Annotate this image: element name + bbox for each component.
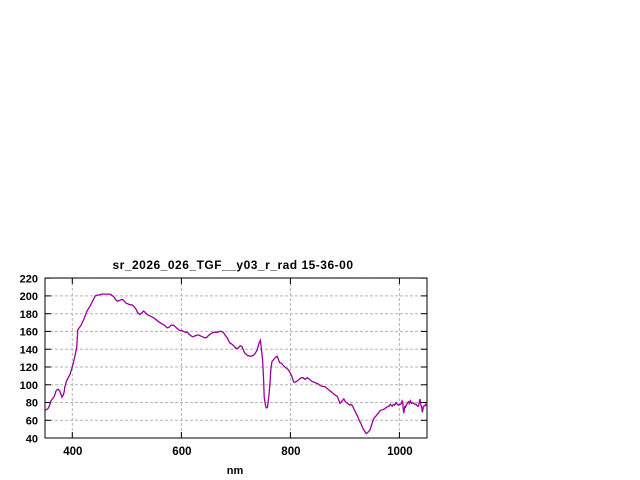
- svg-text:200: 200: [20, 291, 38, 303]
- svg-text:1000: 1000: [387, 446, 413, 458]
- svg-text:220: 220: [20, 273, 38, 285]
- svg-text:800: 800: [281, 446, 300, 458]
- svg-text:180: 180: [20, 309, 38, 321]
- svg-text:sr_2026_026_TGF__y03_r_rad 15-: sr_2026_026_TGF__y03_r_rad 15-36-00: [112, 258, 353, 272]
- svg-text:160: 160: [20, 327, 38, 339]
- svg-text:140: 140: [20, 344, 38, 356]
- svg-text:100: 100: [20, 380, 38, 392]
- svg-text:80: 80: [26, 398, 38, 410]
- svg-text:40: 40: [26, 433, 38, 445]
- svg-text:400: 400: [63, 446, 82, 458]
- svg-text:600: 600: [172, 446, 191, 458]
- svg-text:nm: nm: [227, 465, 244, 477]
- svg-text:60: 60: [26, 416, 38, 428]
- svg-text:120: 120: [20, 362, 38, 374]
